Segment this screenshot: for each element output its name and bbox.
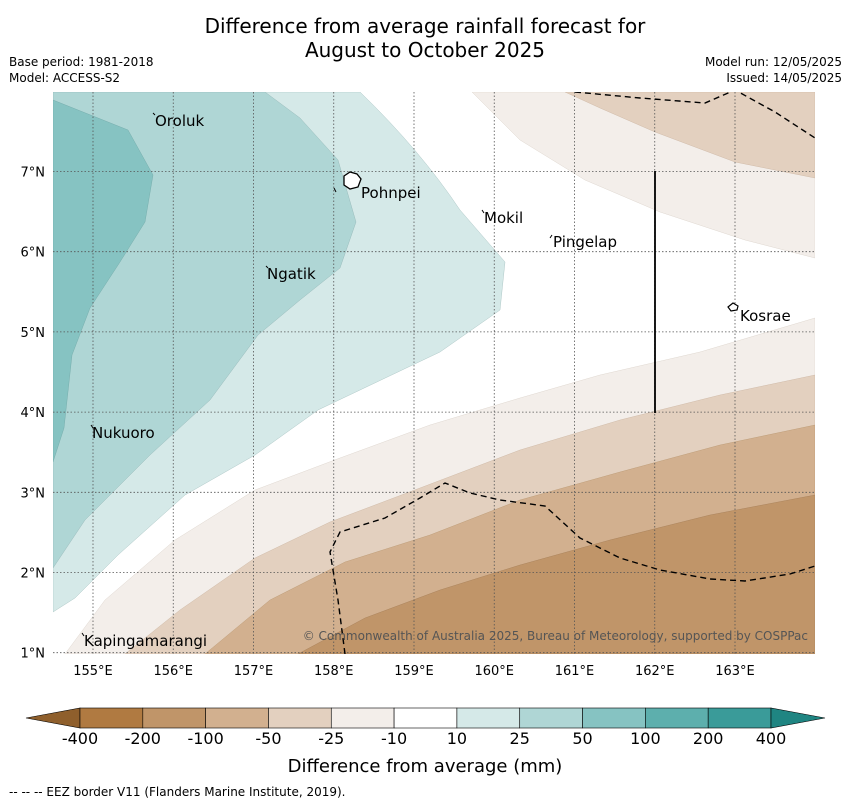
longitude-labels: 155°E 156°E 157°E 158°E 159°E 160°E 161°E 162°E… [73,664,755,679]
model-name: Model: ACCESS-S2 [9,71,121,85]
colorbar-tick-label: 25 [509,729,530,748]
place-label-pingelap: Pingelap [553,233,617,251]
colorbar-tick-label: -200 [124,729,161,748]
colorbar-segment [205,707,269,729]
colorbar-segment [645,707,709,729]
colorbar-tick-label: 400 [755,729,787,748]
colorbar-title: Difference from average (mm) [287,756,563,777]
base-period: Base period: 1981-2018 [9,55,154,69]
colorbar-tick-label: -25 [318,729,345,748]
contour-wet-50 [53,99,154,463]
place-label-kapingamarangi: Kapingamarangi [84,632,207,650]
lon-tick-label: 161°E [555,664,595,679]
issued-date: Issued: 14/05/2025 [726,71,842,85]
eez-source-note: -- -- -- EEZ border V11 (Flanders Marine… [9,785,346,799]
place-label-oroluk: Oroluk [155,112,204,130]
colorbar-tick-label: -50 [255,729,282,748]
lon-tick-label: 158°E [314,664,354,679]
colorbar-tick-label: 50 [572,729,593,748]
place-label-nukuoro: Nukuoro [92,424,155,442]
place-label-kosrae: Kosrae [740,307,791,325]
lon-tick-label: 159°E [394,664,434,679]
lat-tick-label: 2°N [21,567,46,582]
colorbar-segment [330,707,395,729]
eez-border-north [574,92,815,139]
colorbar-tick-label: -400 [61,729,99,748]
lat-tick-label: 3°N [21,486,46,501]
eez-border-lines [329,92,815,654]
lat-tick-label: 1°N [21,647,46,662]
kosrae-island [727,302,739,312]
lon-tick-label: 160°E [474,664,514,679]
contour-fields [53,92,815,654]
colorbar-tick-label: 200 [692,729,724,748]
colorbar-segment [456,707,521,729]
colorbar-tick-label: -10 [381,729,408,748]
colorbar-segment [519,707,583,729]
chart-title-line2: August to October 2025 [304,38,546,62]
pohnpei-island [343,171,362,190]
lat-tick-label: 6°N [21,246,46,261]
chart-title-line1: Difference from average rainfall forecas… [204,14,646,38]
lon-tick-label: 157°E [234,664,274,679]
contour-dry-s-200 [297,494,815,654]
graticule [53,92,815,654]
colorbar [25,707,826,729]
colorbar-segment [268,707,332,729]
place-label-mokil: Mokil [484,209,523,227]
place-label-pohnpei: Pohnpei [361,184,421,202]
copyright-notice: © Commonwealth of Australia 2025, Bureau… [303,629,808,643]
colorbar-extend-high [770,707,826,729]
atoll-marks [81,112,553,637]
colorbar-tick-label: -100 [187,729,224,748]
lon-tick-label: 163°E [715,664,755,679]
place-label-ngatik: Ngatik [267,265,316,283]
eez-border-south [329,482,815,654]
lat-tick-label: 7°N [21,166,46,181]
pohnpei-islet [333,187,337,193]
colorbar-segment [142,707,206,729]
lon-tick-label: 162°E [635,664,675,679]
colorbar-segment [707,707,772,729]
lon-tick-label: 156°E [153,664,193,679]
latitude-labels: 7°N 6°N 5°N 4°N 3°N 2°N 1°N [21,166,46,662]
lat-tick-label: 5°N [21,326,46,341]
colorbar-tick-label: 10 [446,729,468,748]
colorbar-tick-label: 100 [630,729,661,748]
colorbar-segment [393,707,458,729]
model-run: Model run: 12/05/2025 [704,55,842,69]
colorbar-segment [79,707,144,729]
lon-tick-label: 155°E [73,664,113,679]
colorbar-extend-low [25,707,81,729]
lat-tick-label: 4°N [21,406,46,421]
colorbar-segment [582,707,646,729]
